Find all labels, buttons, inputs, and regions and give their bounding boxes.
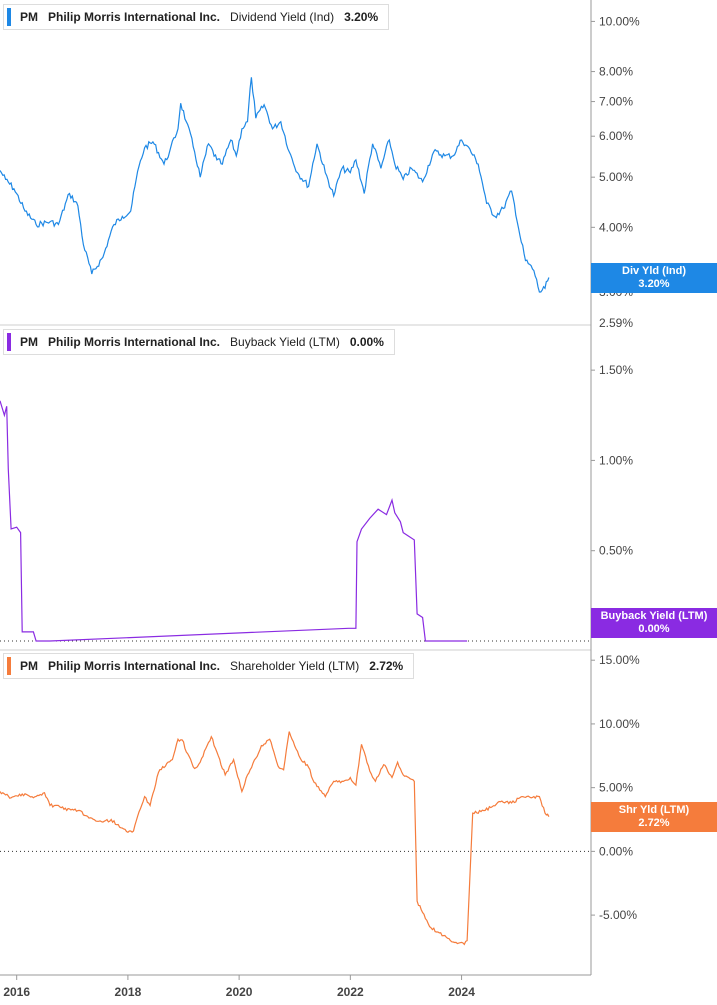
badge-label: Buyback Yield (LTM) <box>600 610 708 622</box>
y-tick-label: 0.50% <box>599 544 633 558</box>
shareholder-yield-ltm-line <box>0 731 550 946</box>
y-bottom-label: 2.59% <box>599 316 633 330</box>
y-tick-label: 0.00% <box>599 844 633 858</box>
x-tick-label: 2020 <box>226 985 253 999</box>
x-tick-label: 2024 <box>448 985 475 999</box>
axis-layer: 3.00%4.00%5.00%6.00%7.00%8.00%10.00%2.59… <box>0 0 640 999</box>
metric-value: 2.72% <box>369 659 404 673</box>
dividend-value-badge: Div Yld (Ind) 3.20% <box>591 263 717 293</box>
series-layer <box>0 77 550 946</box>
x-tick-label: 2016 <box>3 985 30 999</box>
grid-layer <box>0 324 591 852</box>
shareholder-value-badge: Shr Yld (LTM) 2.72% <box>591 802 717 832</box>
buyback-swatch <box>7 333 11 351</box>
y-tick-label: -5.00% <box>599 908 637 922</box>
y-tick-label: 5.00% <box>599 170 633 184</box>
buyback-yield-ltm-line <box>0 400 468 642</box>
y-tick-label: 6.00% <box>599 129 633 143</box>
x-tick-label: 2022 <box>337 985 364 999</box>
buyback-legend[interactable]: PM Philip Morris International Inc. Buyb… <box>3 329 395 355</box>
metric-name: Shareholder Yield (LTM) <box>230 659 360 673</box>
metric-name: Buyback Yield (LTM) <box>230 335 340 349</box>
badge-value: 2.72% <box>638 817 670 829</box>
ticker-label: PM <box>20 335 38 349</box>
y-tick-label: 15.00% <box>599 653 640 667</box>
dividend-yield-ind-line <box>0 77 550 293</box>
badge-label: Div Yld (Ind) <box>622 265 686 277</box>
dividend-swatch <box>7 8 11 26</box>
y-tick-label: 1.00% <box>599 453 633 467</box>
company-name: Philip Morris International Inc. <box>48 335 221 349</box>
shareholder-legend[interactable]: PM Philip Morris International Inc. Shar… <box>3 653 415 679</box>
y-tick-label: 8.00% <box>599 65 633 79</box>
y-tick-label: 10.00% <box>599 717 640 731</box>
ticker-label: PM <box>20 10 38 24</box>
badge-value: 0.00% <box>638 623 670 635</box>
ticker-label: PM <box>20 659 38 673</box>
x-tick-label: 2018 <box>115 985 142 999</box>
buyback-value-badge: Buyback Yield (LTM) 0.00% <box>591 608 717 638</box>
company-name: Philip Morris International Inc. <box>48 659 221 673</box>
y-tick-label: 10.00% <box>599 14 640 28</box>
badge-label: Shr Yld (LTM) <box>618 804 690 816</box>
y-tick-label: 1.50% <box>599 363 633 377</box>
metric-value: 3.20% <box>344 10 379 24</box>
y-tick-label: 5.00% <box>599 781 633 795</box>
y-tick-label: 7.00% <box>599 95 633 109</box>
dividend-legend[interactable]: PM Philip Morris International Inc. Divi… <box>3 4 390 30</box>
shareholder-swatch <box>7 657 11 675</box>
metric-name: Dividend Yield (Ind) <box>230 10 335 24</box>
metric-value: 0.00% <box>349 335 384 349</box>
badge-value: 3.20% <box>638 278 670 290</box>
company-name: Philip Morris International Inc. <box>48 10 221 24</box>
y-tick-label: 4.00% <box>599 220 633 234</box>
